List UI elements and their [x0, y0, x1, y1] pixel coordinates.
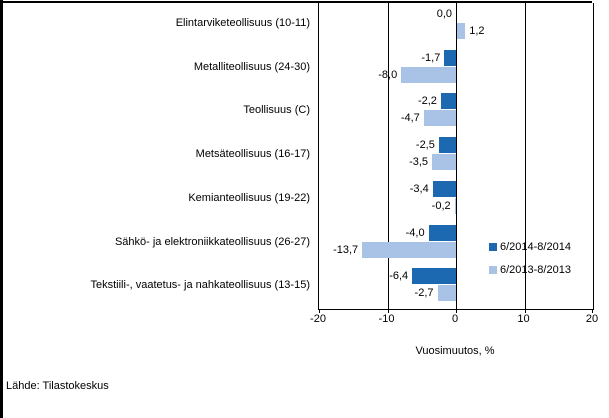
x-tick-label: 20: [585, 313, 599, 325]
value-label: -4,0: [405, 226, 425, 239]
value-label: 0,0: [436, 8, 452, 20]
bar-6/2013-8/2013-4: [454, 197, 456, 214]
legend-swatch-2013-icon: [489, 266, 497, 274]
bar-6/2013-8/2013-5: [362, 241, 456, 258]
bar-6/2013-8/2013-1: [401, 66, 456, 83]
category-label: Elintarviketeollisuus (10-11): [175, 17, 310, 29]
axis-tick--10: [387, 309, 389, 313]
bar-6/2014-8/2014-1: [444, 49, 456, 66]
value-label: 1,2: [469, 25, 485, 37]
legend-entry-2014: 6/2014-8/2014: [489, 241, 571, 253]
category-label: Teollisuus (C): [243, 104, 310, 117]
bar-6/2013-8/2013-6: [437, 285, 456, 302]
value-label: -4,7: [400, 112, 420, 125]
bar-6/2014-8/2014-5: [428, 224, 456, 241]
legend-swatch-2014-icon: [489, 243, 497, 251]
legend-entry-2013: 6/2013-8/2013: [489, 264, 571, 276]
value-label: -3,4: [409, 182, 429, 195]
value-label: -3,5: [409, 156, 429, 169]
category-label: Kemianteollisuus (19-22): [188, 191, 310, 204]
frame-left-border: [0, 0, 3, 418]
value-label: -13,7: [333, 243, 359, 256]
value-label: -1,7: [421, 51, 441, 64]
category-label: Metalliteollisuus (24-30): [193, 60, 310, 73]
bar-6/2014-8/2014-3: [438, 137, 456, 154]
legend-label-2014: 6/2014-8/2014: [500, 241, 571, 253]
x-tick-label: -20: [310, 313, 326, 325]
value-label: -8,0: [378, 68, 398, 81]
legend-label-2013: 6/2013-8/2013: [500, 264, 571, 276]
x-tick-label: 0: [451, 313, 459, 325]
x-tick-label: -10: [378, 313, 395, 325]
value-label: -0,2: [431, 199, 451, 212]
value-label: -2,2: [417, 95, 437, 108]
x-axis-tick-labels: -20 -10 0 10 20: [0, 312, 609, 326]
axis-tick--20: [319, 309, 320, 313]
bar-6/2013-8/2013-3: [432, 154, 456, 171]
category-label: Tekstiili-, vaatetus- ja nahkateollisuus…: [90, 279, 311, 292]
axis-tick-10: [524, 309, 526, 313]
bar-6/2014-8/2014-6: [412, 268, 456, 285]
value-label: -2,7: [414, 287, 434, 300]
frame-top-border: [0, 1, 592, 3]
bar-6/2013-8/2013-2: [423, 110, 456, 127]
gridline-x--10: [387, 3, 389, 309]
bar-6/2014-8/2014-2: [440, 93, 456, 110]
category-label: Metsäteollisuus (16-17): [195, 148, 310, 161]
x-axis-title: Vuosimuutos, %: [415, 345, 495, 357]
gridline-x-10: [524, 3, 526, 309]
bar-6/2014-8/2014-4: [432, 180, 456, 197]
legend: 6/2014-8/2014 6/2013-8/2013: [489, 241, 571, 287]
axis-tick-0: [456, 309, 457, 313]
category-axis-labels: Elintarviketeollisuus (10-11) Metalliteol…: [90, 17, 311, 292]
axis-tick-20: [592, 309, 593, 313]
x-tick-label: 10: [517, 313, 530, 325]
category-label: Sähkö- ja elektroniikkateollisuus (26-27…: [114, 235, 310, 248]
source-note: Lähde: Tilastokeskus: [6, 380, 109, 392]
gridline-x-0: [456, 3, 457, 309]
bar-6/2013-8/2013-0: [457, 23, 466, 39]
value-label: -6,4: [389, 270, 409, 283]
value-label: -2,5: [415, 139, 435, 152]
plot-area: 0,0 -1,7 -2,2 -2,5 -3,4 -4,0 -6,4 1,2 -8,0 -4,7 -3…: [318, 3, 594, 313]
